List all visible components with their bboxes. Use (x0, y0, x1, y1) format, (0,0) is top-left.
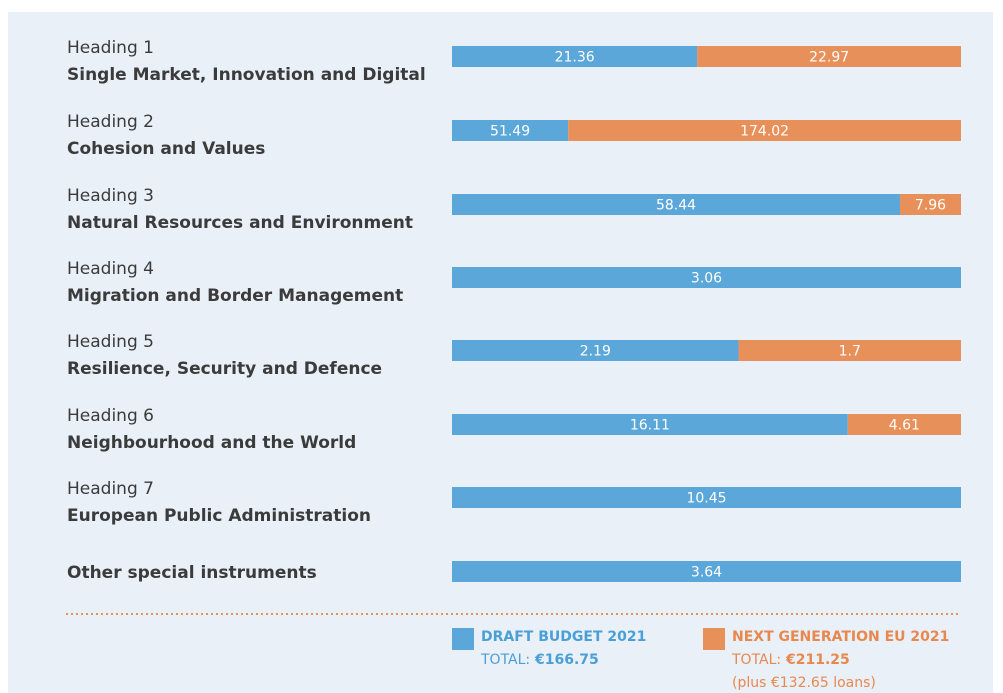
legend-note: (plus €132.65 loans) (732, 675, 876, 691)
category-label: Migration and Border Management (67, 286, 403, 306)
bar-segment (452, 340, 739, 361)
value-label: 58.44 (656, 198, 696, 214)
legend-swatch (703, 628, 725, 650)
bar-segment (452, 414, 848, 435)
value-label: 22.97 (809, 50, 849, 66)
value-label: 21.36 (555, 50, 595, 66)
bar-segment (452, 120, 569, 141)
category-label: Natural Resources and Environment (67, 213, 413, 233)
legend-total-value: €211.25 (785, 652, 850, 668)
bar-segment (899, 194, 961, 215)
category-heading: Heading 3 (67, 186, 154, 206)
value-label: 2.19 (580, 344, 611, 360)
bar-segment (738, 340, 961, 361)
category-heading: Heading 2 (67, 112, 154, 132)
bar-segment (452, 267, 961, 288)
legend-total: TOTAL: €211.25 (731, 652, 850, 668)
legend-label: NEXT GENERATION EU 2021 (732, 629, 949, 645)
value-label: 51.49 (490, 124, 530, 140)
legend-label: DRAFT BUDGET 2021 (481, 629, 646, 645)
legend-total-prefix: TOTAL: (731, 652, 781, 668)
category-label: Cohesion and Values (67, 139, 265, 159)
value-label: 3.64 (691, 565, 722, 581)
category-heading: Heading 1 (67, 38, 154, 58)
category-label: Neighbourhood and the World (67, 433, 356, 453)
bar-segment (568, 120, 961, 141)
category-heading: Heading 4 (67, 259, 154, 279)
value-label: 1.7 (839, 344, 861, 360)
category-heading: Heading 7 (67, 479, 154, 499)
value-label: 16.11 (630, 418, 670, 434)
legend-total: TOTAL: €166.75 (480, 652, 599, 668)
category-label: Other special instruments (67, 563, 317, 583)
legend-total-prefix: TOTAL: (480, 652, 530, 668)
value-label: 10.45 (686, 491, 726, 507)
category-heading: Heading 6 (67, 406, 154, 426)
category-label: Single Market, Innovation and Digital (67, 65, 426, 85)
legend-total-value: €166.75 (534, 652, 599, 668)
bar-segment (452, 561, 961, 582)
value-label: 3.06 (691, 271, 722, 287)
bar-segment (452, 487, 961, 508)
bar-segment (452, 46, 698, 67)
category-heading: Heading 5 (67, 332, 154, 352)
legend-swatch (452, 628, 474, 650)
value-label: 7.96 (915, 198, 946, 214)
value-label: 4.61 (889, 418, 920, 434)
bar-segment (697, 46, 961, 67)
value-label: 174.02 (740, 124, 789, 140)
bar-segment (847, 414, 961, 435)
category-label: Resilience, Security and Defence (67, 359, 382, 379)
category-label: European Public Administration (67, 506, 371, 526)
bar-segment (452, 194, 900, 215)
